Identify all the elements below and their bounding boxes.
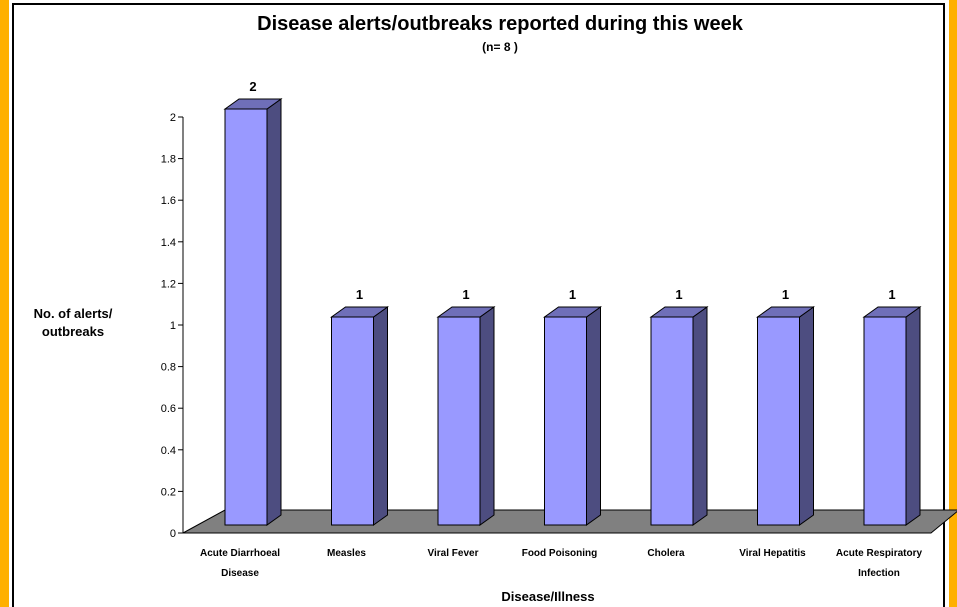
bar (755, 306, 816, 526)
bar-front (224, 108, 268, 526)
bar-side (373, 306, 388, 526)
bar-side (266, 98, 282, 526)
category-label: Viral Fever (428, 548, 479, 559)
right-accent-border (949, 0, 957, 607)
data-label: 1 (675, 287, 682, 302)
bars (223, 98, 922, 526)
category-label: Acute Diarrhoeal (200, 548, 280, 559)
y-tick-label: 1.6 (161, 195, 176, 207)
data-label: 1 (569, 287, 576, 302)
data-label: 1 (888, 287, 895, 302)
bar-front (757, 316, 800, 526)
y-tick-label: 1.4 (161, 237, 176, 249)
y-axis: 0 0.2 0.4 0.6 0.8 1 1.2 1.4 1.6 1.8 2 (161, 112, 184, 540)
data-label: 2 (249, 79, 256, 94)
category-label: Acute Respiratory (836, 548, 923, 559)
bar (649, 306, 709, 526)
bar-front (650, 316, 694, 526)
category-label: Measles (327, 548, 366, 559)
chart-subtitle: (n= 8 ) (482, 40, 518, 54)
y-tick-label: 1.2 (161, 278, 176, 290)
bar-front (863, 316, 907, 526)
bar-front (544, 316, 587, 526)
category-label: Disease (221, 568, 259, 579)
y-tick-label: 0.8 (161, 362, 176, 374)
category-label: Infection (858, 568, 900, 579)
bar-side (479, 306, 495, 526)
data-labels: 2 1 1 1 1 1 1 (249, 79, 895, 302)
bar-side (799, 306, 814, 526)
category-label: Viral Hepatitis (739, 548, 806, 559)
bar-front (437, 316, 481, 526)
y-tick-label: 0.6 (161, 403, 176, 415)
y-axis-label-line-1: No. of alerts/ (34, 306, 113, 321)
bar (436, 306, 496, 526)
bar-side (586, 306, 601, 526)
y-tick-label: 2 (170, 112, 176, 124)
chart-title: Disease alerts/outbreaks reported during… (257, 13, 744, 35)
bar (862, 306, 922, 526)
y-tick-label: 0.4 (161, 445, 176, 457)
y-axis-label-line-2: outbreaks (42, 324, 104, 339)
bar-front (331, 316, 374, 526)
x-axis-label: Disease/Illness (501, 589, 594, 604)
bar (542, 306, 603, 526)
data-label: 1 (782, 287, 789, 302)
category-labels: Acute Diarrhoeal Disease Measles Viral Feve… (200, 548, 923, 579)
y-tick-label: 0 (170, 528, 176, 540)
bar (223, 98, 283, 526)
bar-side (905, 306, 921, 526)
category-label: Food Poisoning (522, 548, 598, 559)
category-label: Cholera (647, 548, 685, 559)
bar-side (692, 306, 708, 526)
y-tick-label: 1.8 (161, 154, 176, 166)
y-tick-label: 1 (170, 320, 176, 332)
data-label: 1 (462, 287, 469, 302)
left-accent-border (0, 0, 9, 607)
data-label: 1 (356, 287, 363, 302)
bar (329, 306, 390, 526)
y-tick-label: 0.2 (161, 486, 176, 498)
